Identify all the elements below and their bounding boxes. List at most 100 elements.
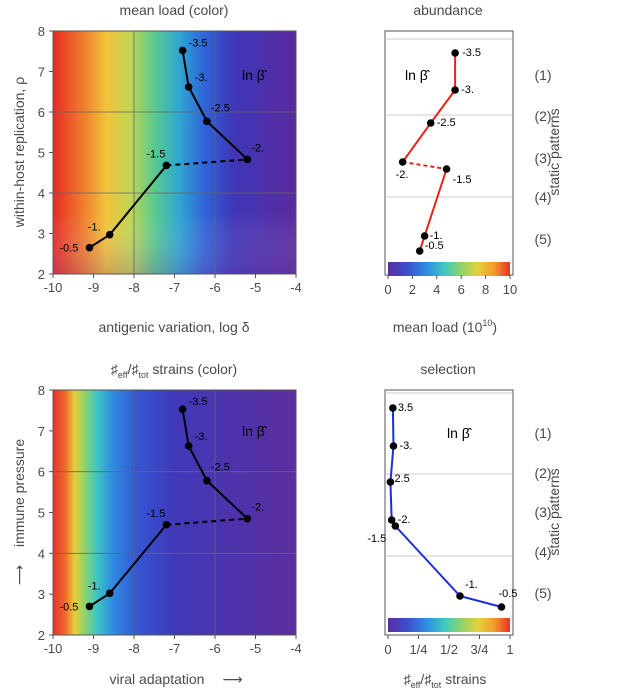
beta-path: -0.5 -1. -1.5 -2. -2.5 -3. -3.5	[59, 396, 264, 613]
x-axis-label: ♯eff/♯tot strains	[404, 671, 487, 690]
pattern-label: (5)	[534, 585, 551, 601]
path-segment	[187, 445, 208, 482]
x-tick-label: -7	[169, 641, 181, 656]
y-axis-label: static patterns	[546, 108, 562, 195]
path-point	[178, 405, 187, 413]
x-tick-label: -8	[128, 641, 140, 656]
curve-point	[386, 478, 395, 486]
gridlines	[53, 390, 296, 635]
point-label: -0.5	[498, 588, 517, 600]
point-label: 2.5	[394, 473, 409, 485]
pattern-label: (3)	[534, 150, 551, 166]
y-tick-label: 2	[38, 267, 45, 282]
x-tick-label: -10	[44, 641, 63, 656]
panel-selection: selection 0 1/4 1/2 3/4 1 ♯eff/♯tot strains …	[367, 361, 562, 690]
y-tick-label: 8	[38, 24, 45, 39]
y-tick-label: 4	[38, 546, 45, 561]
x-ticks: 0 2 4 6 8 10	[384, 275, 517, 297]
colorbar	[388, 262, 510, 276]
x-axis-label: mean load (1010)	[393, 318, 497, 335]
x-axis-label: viral adaptation ⟶	[109, 671, 242, 687]
curve-segment	[389, 445, 395, 483]
path-segment	[206, 120, 249, 161]
panel-mean-load: mean load (color) -10 -9 -8 -7 -6 -5 -4 2 3 4 5 6 7…	[11, 2, 302, 335]
colorbar	[388, 618, 510, 632]
y-axis-label: within-host replication, ρ	[11, 77, 27, 228]
path-point	[162, 161, 171, 170]
heatmap-shade	[53, 31, 296, 274]
pattern-labels: (1) (2) (3) (4) (5)	[534, 67, 551, 247]
curve-segment	[459, 595, 502, 608]
ln-beta-label: ln β̂	[242, 423, 268, 439]
point-label: -0.5	[425, 240, 444, 252]
path-point	[105, 589, 114, 598]
x-tick-label: -6	[209, 280, 221, 295]
curve-point	[451, 49, 459, 57]
x-tick-label: -4	[290, 641, 302, 656]
pattern-label: (5)	[534, 231, 551, 247]
x-tick-label: 1/2	[440, 642, 458, 657]
curve-point	[426, 119, 435, 127]
y-ticks: 2 3 4 5 6 7 8	[38, 24, 53, 282]
x-tick-label: 8	[482, 282, 489, 297]
curve-segment	[429, 89, 456, 124]
path-point	[105, 230, 114, 239]
point-label: -1.	[88, 222, 101, 234]
gridlines	[53, 31, 296, 274]
path-point	[184, 83, 193, 91]
path-segment	[166, 517, 248, 526]
path-point	[85, 243, 94, 252]
x-tick-label: -5	[250, 280, 262, 295]
pattern-label: (1)	[534, 67, 551, 83]
curve-point	[389, 442, 398, 450]
y-tick-label: 6	[38, 465, 45, 480]
path-point	[243, 155, 252, 164]
y-tick-label: 2	[38, 628, 45, 643]
point-label: -3.5	[189, 396, 208, 408]
pattern-separators	[385, 38, 513, 198]
y-tick-label: 7	[38, 65, 45, 80]
y-tick-label: 6	[38, 105, 45, 120]
panel-b-title: abundance	[413, 2, 483, 18]
curve-segment	[391, 407, 395, 447]
pattern-label: (2)	[534, 108, 551, 124]
panel-strains: ♯eff/♯tot strains (color) -10 -9 -8 -7 -6 -5-…	[11, 361, 302, 687]
path-segment	[166, 158, 248, 167]
y-ticks: 2 3 4 5 6 7 8	[38, 383, 53, 643]
x-tick-label: 3/4	[470, 642, 488, 657]
y-tick-label: 5	[38, 506, 45, 521]
path-point	[203, 117, 211, 126]
x-ticks: -10 -9 -8 -7 -6 -5 -4	[44, 635, 302, 656]
point-label: -2.	[398, 514, 411, 526]
x-tick-label: 1/4	[409, 642, 427, 657]
pattern-label: (1)	[534, 425, 551, 441]
path-segment	[88, 592, 111, 608]
pattern-label: (4)	[534, 544, 551, 560]
x-tick-label: -4	[290, 280, 302, 295]
y-tick-label: 3	[38, 587, 45, 602]
panel-abundance: abundance 0 2 4 6 8 10 mean load (1010) stati…	[384, 2, 562, 335]
y-tick-label: 3	[38, 227, 45, 242]
point-label: -1.5	[453, 174, 472, 186]
curve-point	[415, 247, 424, 255]
point-label: -1.	[465, 579, 478, 591]
point-label: -3.	[195, 72, 208, 84]
panel-d-title: selection	[420, 361, 475, 377]
ln-beta-label: ln β̂	[242, 67, 268, 83]
curve-point	[420, 232, 429, 240]
point-label: -0.5	[59, 601, 78, 613]
curve-point	[389, 404, 397, 412]
point-label: -2.5	[211, 102, 230, 114]
abundance-curve: -3.5 -3. -2.5 -2. -1.5 -1.-0.5	[396, 47, 481, 255]
point-label: -1.	[430, 230, 443, 242]
curve-point	[442, 165, 451, 173]
ln-beta-label: ln β̂	[405, 67, 431, 83]
panel-c-title: ♯eff/♯tot strains (color)	[111, 361, 237, 380]
path-segment	[108, 524, 168, 594]
x-tick-label: 6	[458, 282, 465, 297]
path-point	[203, 476, 211, 485]
path-segment	[181, 409, 190, 447]
path-segment	[88, 233, 111, 249]
path-segment	[181, 50, 190, 88]
